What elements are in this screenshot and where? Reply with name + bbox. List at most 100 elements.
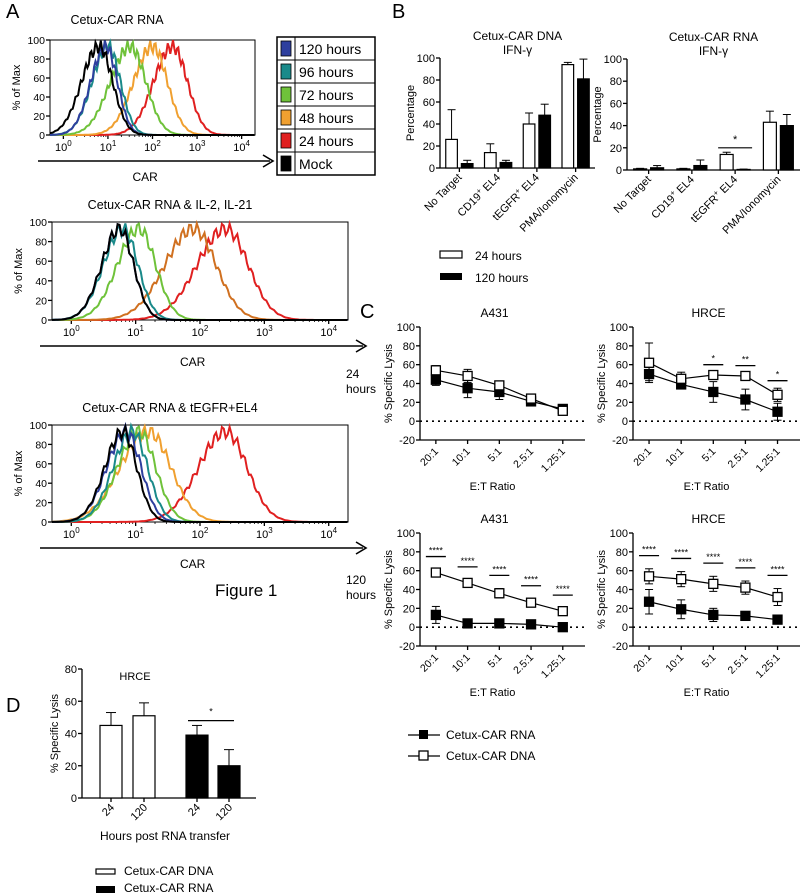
legend-label: Cetux-CAR RNA [124, 881, 213, 893]
bar [499, 161, 513, 169]
data-point-rna [708, 609, 719, 621]
histogram-A2: Cetux-CAR RNA & IL-2, IL-21 0 20 40 60 80 100 1… [13, 198, 368, 369]
y-tick-label: 100 [604, 54, 622, 66]
data-point-dna [525, 393, 537, 404]
data-point-rna [494, 618, 505, 629]
y-tick-label: 80 [33, 54, 45, 66]
significance-marker: **** [674, 547, 689, 557]
x-tick-label: 5:1 [700, 446, 719, 465]
y-tick-label: 40 [616, 585, 628, 597]
panel-label-c: C [360, 301, 374, 323]
arrow-head-icon [355, 339, 368, 353]
y-tick-label: 20 [33, 111, 45, 123]
significance-marker: **** [642, 545, 657, 555]
y-tick-label: 0 [71, 793, 77, 805]
histogram-curve-96-hours [52, 422, 348, 523]
x-tick-label: 1.25:1 [539, 652, 568, 681]
histogram-curve-96-hours [50, 38, 255, 136]
y-tick-label: 80 [35, 439, 47, 451]
y-tick-label: 40 [616, 379, 628, 391]
histogram-curve-120-hours [52, 421, 348, 523]
y-tick-label: 20 [403, 603, 415, 615]
data-point-dna [676, 373, 687, 384]
data-point-rna [643, 596, 655, 607]
data-point-dna [740, 370, 751, 382]
y-tick-label: 100 [397, 528, 415, 540]
y-tick-label: 80 [610, 76, 622, 88]
legend-label: 24 hours [475, 249, 522, 263]
legend-swatch-dna [95, 868, 116, 875]
legend-label: 48 hours [299, 110, 353, 126]
chart-title: HRCE [691, 512, 725, 526]
data-point-dna [462, 370, 473, 382]
line-chart-C3: A431 -20 0 20 40 60 80 100% Specific Lysis 20:1 1… [346, 512, 585, 699]
y-tick-label: 60 [423, 97, 435, 109]
x-tick-label: 104 [233, 139, 250, 154]
y-tick-label: 0 [41, 517, 47, 529]
line-chart-C1: A431 -20 0 20 40 60 80 100% Specific Lysis 20:1 1… [346, 306, 585, 493]
data-point-dna [430, 365, 442, 376]
x-tick-label: 2.5:1 [726, 652, 751, 677]
plot-frame [51, 424, 349, 523]
x-tick-label: 120 [129, 802, 150, 823]
x-tick-label: 103 [256, 526, 273, 541]
histogram-curve-48-hours [50, 40, 255, 136]
significance-marker: **** [492, 564, 507, 574]
y-axis-label: % Specific Lysis [383, 549, 395, 629]
legend-label: Mock [299, 156, 333, 172]
bar [217, 765, 241, 799]
y-tick-label: -20 [612, 435, 628, 447]
chart-title: Cetux-CAR RNA & IL-2, IL-21 [88, 198, 253, 212]
x-axis-label: CAR [133, 170, 159, 184]
chart-subtitle: IFN-γ [503, 43, 532, 57]
y-tick-label: 20 [65, 761, 77, 773]
significance-marker: ** [742, 355, 750, 365]
legend-swatch [280, 40, 292, 57]
bar [633, 168, 648, 171]
data-point-dna [557, 606, 568, 617]
significance-marker: * [776, 370, 780, 380]
data-point-dna [643, 571, 655, 582]
x-axis-label: E:T Ratio [470, 687, 516, 699]
chart-title: HRCE [691, 306, 725, 320]
y-tick-label: 0 [429, 163, 435, 175]
y-axis-label: % Specific Lysis [596, 549, 608, 629]
x-tick-label: 2.5:1 [726, 446, 751, 471]
y-tick-label: 100 [610, 528, 628, 540]
panel-label-a: A [6, 1, 20, 23]
data-point-dna [772, 591, 783, 603]
histogram-A3: Cetux-CAR RNA & tEGFR+EL4 0 20 40 60 80 100 100… [13, 401, 368, 571]
panel-label-d: D [6, 695, 20, 717]
y-tick-label: 0 [616, 165, 622, 177]
y-tick-label: -20 [612, 641, 628, 653]
legend-label: 120 hours [299, 41, 361, 57]
y-tick-label: 100 [29, 420, 47, 432]
y-tick-label: 100 [397, 322, 415, 334]
y-tick-label: -20 [399, 435, 415, 447]
data-point-rna [430, 374, 442, 385]
significance-marker: **** [524, 575, 539, 585]
x-tick-label: 102 [192, 324, 209, 339]
histogram-curve-48-hours [52, 219, 348, 321]
y-tick-label: 60 [403, 566, 415, 578]
x-axis-label: Hours post RNA transfer [100, 829, 230, 843]
y-tick-label: 20 [403, 397, 415, 409]
x-tick-label: 103 [189, 139, 206, 154]
x-tick-label: 101 [100, 139, 117, 154]
data-point-rna [772, 614, 783, 625]
x-tick-label: 20:1 [631, 652, 654, 675]
x-tick-label: 100 [63, 526, 80, 541]
significance-marker: **** [461, 556, 476, 566]
y-tick-label: 80 [65, 664, 77, 676]
x-tick-label: 101 [127, 526, 144, 541]
x-tick-label: 20:1 [631, 446, 654, 469]
x-tick-label: 10:1 [450, 652, 473, 675]
chart-title: Cetux-CAR RNA & tEGFR+EL4 [82, 401, 257, 415]
data-point-rna [430, 609, 442, 621]
bar [460, 163, 474, 169]
histogram-curve-mock [51, 422, 348, 523]
legend-swatch [280, 155, 292, 172]
data-point-dna [772, 389, 783, 400]
data-point-dna [430, 567, 442, 578]
data-point-dna [557, 405, 568, 416]
